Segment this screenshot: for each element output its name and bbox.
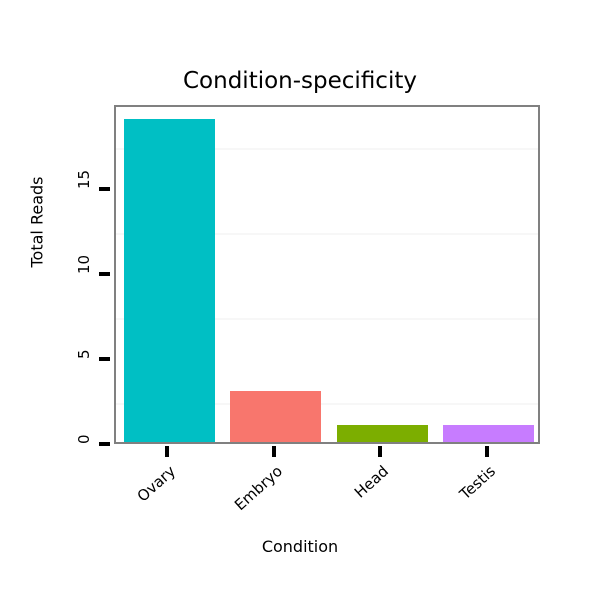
y-tick-mark — [99, 442, 110, 446]
y-tick-mark — [99, 187, 110, 192]
chart-title: Condition-specificity — [183, 68, 417, 94]
bar-testis[interactable] — [443, 425, 535, 442]
x-tick-label-embryo: Embryo — [230, 462, 286, 515]
bar-ovary[interactable] — [123, 119, 215, 442]
x-tick-label-head: Head — [351, 462, 393, 502]
plot-area — [116, 107, 538, 442]
gridline-minor — [116, 402, 538, 405]
gridline-minor — [116, 232, 538, 235]
x-tick-label-ovary: Ovary — [133, 462, 180, 506]
y-axis-label: Total Reads — [27, 176, 47, 268]
x-tick-mark — [378, 446, 383, 457]
bar-head[interactable] — [336, 425, 428, 442]
x-tick-label-testis: Testis — [455, 462, 499, 504]
x-axis-label: Condition — [261, 537, 339, 556]
x-tick-mark — [165, 446, 170, 457]
plot-panel — [114, 105, 540, 444]
gridline-minor — [116, 317, 538, 320]
y-tick-mark — [99, 272, 110, 277]
x-tick-mark — [484, 446, 489, 457]
bar-embryo[interactable] — [230, 391, 322, 442]
y-tick-mark — [99, 357, 110, 362]
gridline-minor — [116, 147, 538, 150]
x-tick-mark — [271, 446, 276, 457]
